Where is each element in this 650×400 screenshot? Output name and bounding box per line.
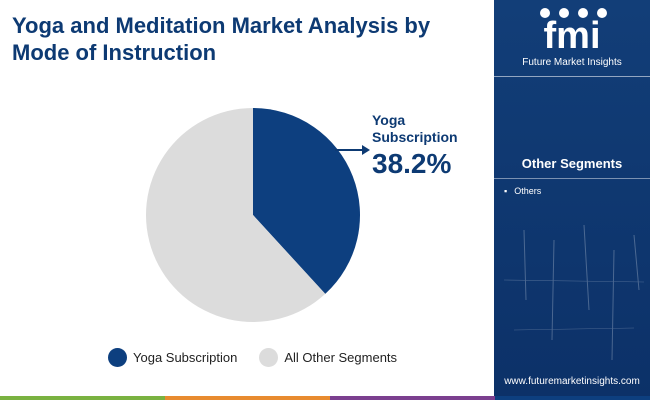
legend-item-all-other-segments: All Other Segments: [259, 348, 397, 367]
segment-label: Others: [514, 186, 542, 196]
other-segments-title: Other Segments: [521, 156, 623, 171]
legend-swatch: [259, 348, 279, 367]
pie-slice-all-other-segments: [145, 108, 326, 322]
pie-slice-yoga-subscription: [253, 108, 360, 294]
legend-item-yoga-subscription: Yoga Subscription: [108, 348, 237, 367]
legend-swatch: [108, 348, 127, 367]
website-url[interactable]: www.futuremarketinsights.com: [504, 376, 640, 387]
segment-item: ▪ Others: [504, 186, 541, 196]
legend: Yoga Subscription All Other Segments: [108, 348, 419, 367]
pie-chart: [145, 108, 370, 322]
legend-label: Yoga Subscription: [133, 350, 238, 365]
callout-arrow: [335, 145, 370, 155]
bullet-icon: ▪: [504, 186, 508, 196]
logo-mark: fmi: [540, 8, 607, 57]
footer-color-bar: [0, 396, 650, 400]
divider: [494, 178, 650, 179]
decorative-texture: [503, 224, 645, 361]
chart-title: Yoga and Meditation Market Analysis by M…: [12, 13, 431, 65]
logo-icons: [540, 8, 607, 18]
side-panel: fmi Future Market Insights Other Segment…: [494, 0, 650, 400]
logo-text: fmi: [544, 15, 601, 56]
slice-callout: Yoga Subscription 38.2%: [372, 112, 492, 180]
callout-percent: 38.2%: [372, 148, 452, 179]
divider: [494, 76, 650, 77]
callout-label: Yoga Subscription: [372, 112, 458, 145]
legend-label: All Other Segments: [284, 350, 398, 365]
fmi-logo: fmi Future Market Insights: [494, 0, 650, 74]
logo-subtitle: Future Market Insights: [522, 57, 622, 68]
